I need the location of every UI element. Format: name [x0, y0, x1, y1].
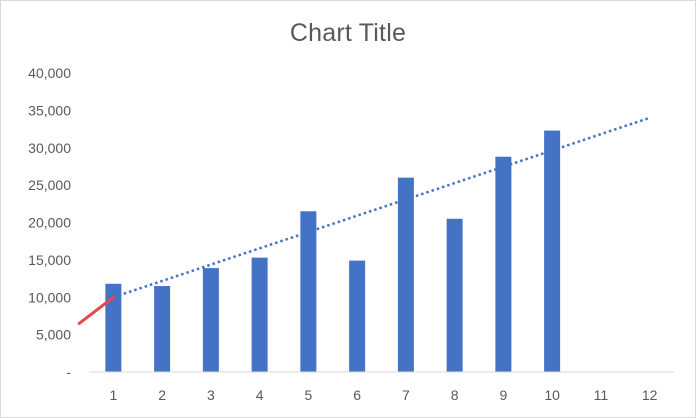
x-tick-label: 5: [304, 387, 312, 403]
bar[interactable]: [446, 218, 463, 372]
bar[interactable]: [495, 156, 512, 372]
y-tick-label: 30,000: [28, 140, 71, 156]
y-tick-label: 20,000: [28, 215, 71, 231]
x-tick-label: 9: [499, 387, 507, 403]
y-axis-ticks: - 5,000 10,000 15,000 20,000 25,000 30,000 35,0…: [28, 65, 71, 380]
bar[interactable]: [202, 268, 219, 372]
y-tick-label: 5,000: [36, 327, 71, 343]
linear-trendline[interactable]: [112, 116, 651, 299]
x-tick-label: 1: [109, 387, 117, 403]
x-tick-label: 7: [402, 387, 410, 403]
x-tick-label: 2: [158, 387, 166, 403]
x-tick-label: 8: [451, 387, 459, 403]
x-tick-label: 11: [594, 387, 609, 403]
chart-title[interactable]: Chart Title: [289, 19, 407, 47]
bar[interactable]: [349, 260, 366, 372]
bar[interactable]: [544, 130, 561, 372]
x-tick-label: 3: [207, 387, 215, 403]
x-axis-ticks: 1 2 3 4 5 6 7 8 9 10 11 12: [109, 387, 657, 403]
trend-lines: [77, 116, 651, 325]
bar[interactable]: [154, 286, 171, 372]
y-tick-label: 35,000: [28, 102, 71, 118]
y-tick-label: 15,000: [28, 252, 71, 268]
x-tick-label: 4: [256, 387, 264, 403]
y-tick-label: -: [66, 364, 71, 380]
x-tick-label: 6: [353, 387, 361, 403]
backcast-line[interactable]: [77, 295, 115, 325]
bar[interactable]: [300, 211, 317, 372]
x-tick-label: 10: [544, 387, 560, 403]
y-tick-label: 25,000: [28, 177, 71, 193]
x-tick-label: 12: [642, 387, 658, 403]
bar[interactable]: [105, 283, 122, 372]
bar-series: [105, 130, 561, 372]
y-tick-label: 40,000: [28, 65, 71, 81]
bar[interactable]: [397, 177, 414, 372]
bar[interactable]: [251, 257, 268, 372]
y-tick-label: 10,000: [28, 289, 71, 305]
